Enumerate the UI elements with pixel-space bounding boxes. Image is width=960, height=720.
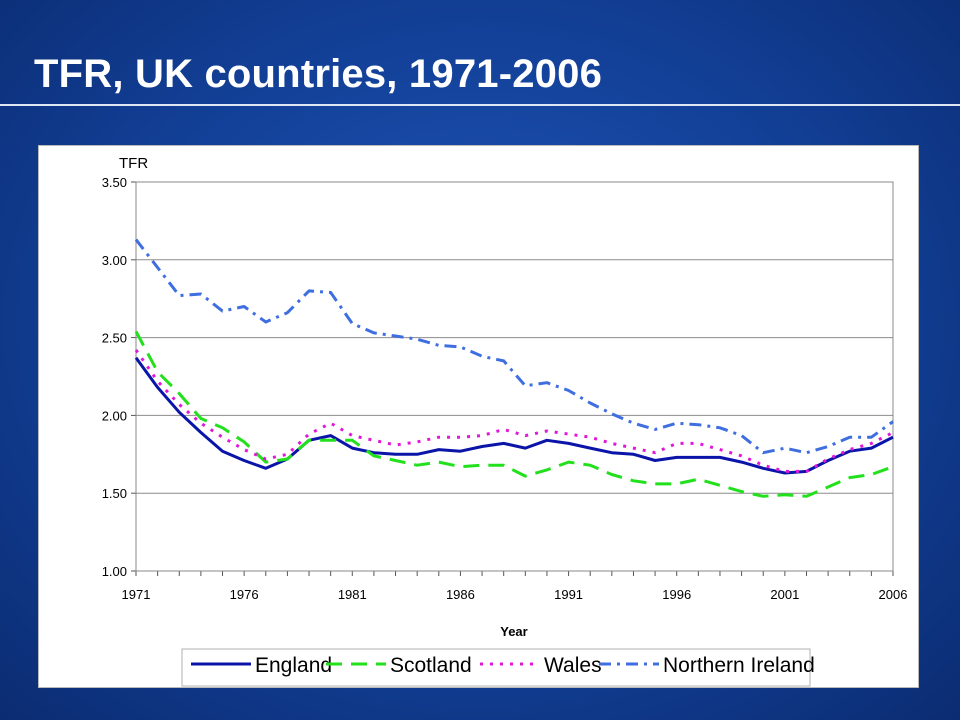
x-tick-label: 2001 xyxy=(770,587,799,602)
x-tick-label: 2006 xyxy=(879,587,908,602)
legend-label: Northern Ireland xyxy=(663,654,815,677)
series-line-wales xyxy=(134,349,894,473)
plot-area-frame xyxy=(135,181,894,572)
y-tick-label: 3.50 xyxy=(102,175,127,190)
x-tick-label: 1981 xyxy=(338,587,367,602)
y-tick-label: 2.00 xyxy=(102,408,127,423)
series-line-northern-ireland xyxy=(134,238,894,455)
y-tick-label: 1.00 xyxy=(102,564,127,579)
x-axis-ticks: 1971 1976 1981 1986 1991 1996 2001 2006 xyxy=(122,571,908,602)
series-line-england xyxy=(134,356,894,475)
y-tick-label: 3.00 xyxy=(102,253,127,268)
tfr-line-chart: TFR 1.00 1.50 2.00 2.50 3.00 3.50 1971 1976 198… xyxy=(102,155,908,687)
x-tick-label: 1971 xyxy=(122,587,151,602)
legend-box xyxy=(181,648,811,687)
chart-panel: TFR 1.00 1.50 2.00 2.50 3.00 3.50 1971 1976 198… xyxy=(38,145,919,688)
y-axis-ticks: 1.00 1.50 2.00 2.50 3.00 3.50 xyxy=(102,175,136,579)
y-axis-label: TFR xyxy=(119,155,148,172)
x-tick-label: 1976 xyxy=(230,587,259,602)
x-axis-label: Year xyxy=(500,624,527,639)
series-lines xyxy=(134,238,894,498)
y-tick-label: 2.50 xyxy=(102,331,127,346)
legend-label: England xyxy=(255,654,332,677)
title-divider xyxy=(0,104,960,106)
y-tick-label: 1.50 xyxy=(102,486,127,501)
gridlines xyxy=(136,259,893,494)
legend: England Scotland Wales Northern Ireland xyxy=(181,648,815,687)
legend-label: Wales xyxy=(544,654,602,677)
legend-label: Scotland xyxy=(390,654,472,677)
x-tick-label: 1986 xyxy=(446,587,475,602)
x-tick-label: 1991 xyxy=(554,587,583,602)
x-tick-label: 1996 xyxy=(662,587,691,602)
slide-title: TFR, UK countries, 1971-2006 xyxy=(34,52,603,96)
series-line-scotland xyxy=(134,330,894,498)
